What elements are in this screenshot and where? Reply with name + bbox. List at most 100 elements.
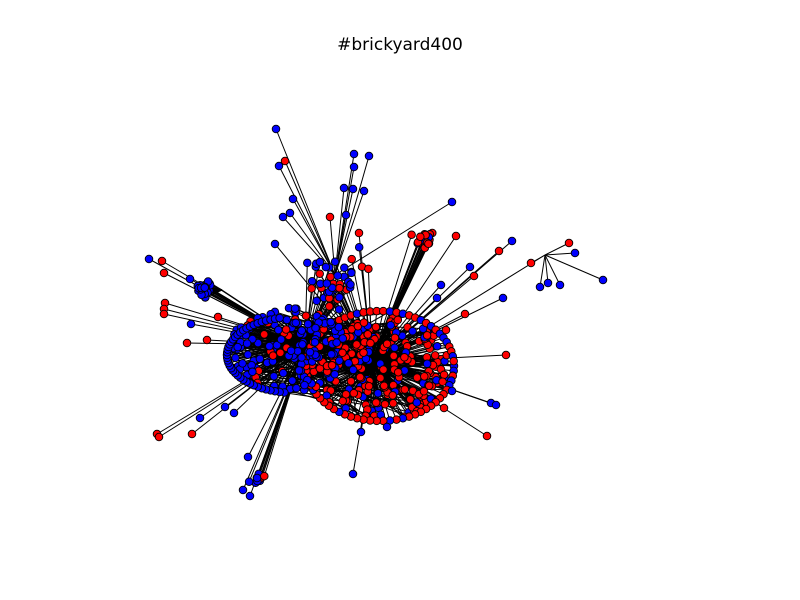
- graph-node-blue: [298, 340, 307, 349]
- graph-node-red: [347, 349, 356, 358]
- graph-node-blue: [243, 350, 253, 359]
- graph-node-blue: [382, 422, 392, 432]
- graph-node-blue: [185, 274, 195, 284]
- graph-node-blue: [244, 477, 254, 486]
- graph-node-blue: [507, 236, 517, 246]
- graph-node-blue: [555, 280, 565, 290]
- graph-node-blue: [386, 320, 395, 330]
- graph-node-red: [407, 230, 416, 239]
- graph-node-blue: [238, 485, 248, 495]
- graph-node-blue: [327, 350, 336, 359]
- graph-node-red: [469, 271, 479, 281]
- graph-node-red: [451, 231, 461, 241]
- graph-node-red: [382, 339, 392, 349]
- graph-node-red: [159, 309, 169, 319]
- graph-node-red: [307, 284, 316, 293]
- graph-node-blue: [432, 293, 442, 303]
- graph-node-blue: [321, 262, 331, 272]
- graph-node-blue: [339, 183, 349, 193]
- graph-node-red: [371, 398, 381, 407]
- graph-node-red: [338, 348, 347, 358]
- graph-node-blue: [340, 263, 349, 272]
- graph-node-red: [388, 398, 398, 408]
- graph-node-red: [564, 238, 574, 248]
- figure-title: #brickyard400: [337, 35, 463, 55]
- graph-edge: [278, 165, 336, 276]
- graph-node-red: [182, 338, 192, 348]
- graph-node-blue: [348, 365, 358, 375]
- graph-node-blue: [491, 400, 501, 410]
- graph-node-blue: [195, 413, 205, 423]
- graph-node-blue: [349, 162, 359, 172]
- graph-node-red: [439, 403, 449, 413]
- graph-node-blue: [275, 313, 284, 323]
- graph-node-blue: [330, 370, 340, 379]
- graph-node-blue: [338, 334, 348, 343]
- graph-node-blue: [274, 161, 284, 171]
- graph-node-blue: [229, 408, 239, 418]
- graph-node-blue: [334, 322, 344, 332]
- graph-node-red: [359, 348, 368, 357]
- graph-node-red: [439, 370, 449, 380]
- graph-edge: [544, 242, 570, 256]
- graph-node-blue: [344, 358, 353, 368]
- graph-node-red: [390, 333, 400, 343]
- graph-node-red: [159, 268, 169, 278]
- graph-node-red: [441, 325, 451, 335]
- graph-node-red: [400, 385, 410, 394]
- graph-node-blue: [303, 258, 312, 268]
- graph-node-red: [335, 283, 344, 293]
- graph-node-blue: [292, 383, 301, 393]
- graph-node-blue: [348, 184, 358, 194]
- graph-node-red: [346, 377, 356, 386]
- graph-node-blue: [307, 276, 317, 286]
- graph-node-red: [301, 311, 311, 321]
- graph-node-blue: [335, 356, 344, 366]
- graph-node-blue: [255, 354, 265, 364]
- graph-node-red: [353, 322, 363, 331]
- graph-node-red: [438, 377, 447, 386]
- graph-edge: [371, 234, 413, 363]
- graph-node-red: [352, 340, 361, 349]
- graph-node-blue: [432, 342, 442, 351]
- graph-node-red: [359, 318, 369, 327]
- graph-node-red: [420, 372, 429, 381]
- graph-node-blue: [270, 239, 280, 249]
- graph-node-blue: [447, 386, 457, 396]
- graph-node-red: [412, 373, 422, 382]
- graph-node-blue: [334, 305, 344, 314]
- graph-node-blue: [498, 293, 508, 303]
- graph-node-blue: [286, 346, 296, 356]
- graph-node-blue: [349, 149, 359, 159]
- graph-node-blue: [144, 254, 154, 264]
- graph-node-blue: [186, 319, 196, 329]
- graph-node-red: [366, 338, 375, 348]
- graph-node-red: [501, 350, 511, 360]
- graph-node-blue: [373, 389, 383, 398]
- graph-node-blue: [278, 212, 288, 222]
- graph-node-red: [424, 239, 433, 249]
- graph-node-red: [281, 325, 291, 334]
- graph-node-blue: [305, 347, 315, 357]
- graph-node-blue: [598, 275, 608, 285]
- graph-node-blue: [279, 368, 288, 378]
- graph-node-blue: [276, 335, 286, 344]
- graph-node-blue: [231, 353, 240, 363]
- graph-node-red: [276, 348, 285, 358]
- graph-edge: [334, 155, 370, 276]
- graph-node-blue: [269, 372, 279, 381]
- graph-node-red: [419, 387, 429, 396]
- graph-node-blue: [315, 257, 325, 267]
- graph-node-blue: [290, 304, 300, 313]
- graph-node-blue: [356, 427, 366, 437]
- graph-node-blue: [297, 353, 306, 362]
- graph-node-red: [460, 309, 470, 319]
- graph-node-blue: [243, 452, 253, 462]
- graph-node-red: [325, 302, 334, 311]
- graph-node-red: [347, 254, 356, 264]
- graph-node-blue: [238, 359, 247, 368]
- graph-node-red: [364, 264, 373, 274]
- graph-node-blue: [347, 268, 356, 278]
